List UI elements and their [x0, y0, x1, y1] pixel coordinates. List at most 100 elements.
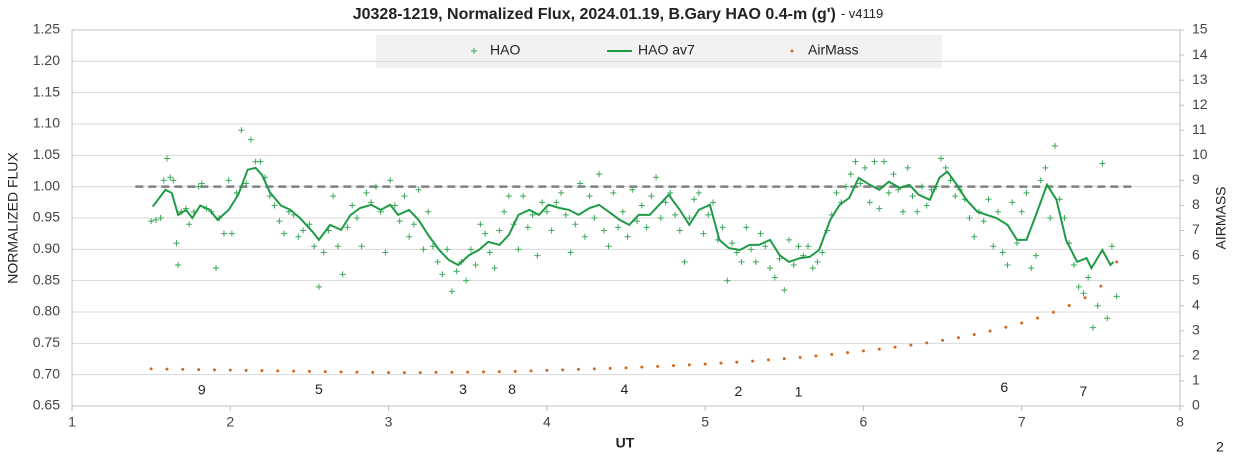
data-point	[676, 227, 683, 234]
data-point	[771, 274, 778, 281]
data-point	[448, 288, 455, 295]
y2-tick-label: 5	[1192, 271, 1200, 287]
annotation: 2	[734, 383, 742, 399]
data-point	[733, 249, 740, 256]
data-point	[220, 230, 227, 237]
data-point	[292, 369, 296, 373]
data-point	[160, 177, 167, 184]
x-tick-label: 5	[701, 414, 709, 430]
data-point	[472, 262, 479, 268]
data-point	[382, 249, 389, 256]
data-point	[524, 224, 531, 231]
data-point	[1009, 199, 1016, 206]
data-point	[387, 177, 394, 184]
data-point	[691, 196, 698, 203]
data-point	[545, 368, 549, 372]
data-point	[353, 215, 360, 221]
data-point	[429, 243, 436, 250]
data-point	[686, 215, 693, 221]
data-point	[1013, 240, 1020, 247]
y-tick-label: 1.10	[33, 115, 60, 131]
data-point	[1042, 164, 1049, 171]
y2-tick-label: 11	[1192, 121, 1207, 137]
data-point	[592, 367, 596, 371]
data-point	[577, 180, 584, 187]
data-point	[315, 283, 322, 290]
data-point	[434, 258, 441, 265]
data-point	[195, 183, 202, 190]
data-point	[228, 368, 232, 372]
data-point	[904, 164, 911, 171]
data-point	[757, 230, 764, 237]
data-point	[1083, 296, 1087, 300]
data-point	[937, 155, 944, 162]
data-point	[809, 265, 816, 272]
data-point	[909, 343, 913, 347]
data-point	[1023, 189, 1030, 196]
data-point	[212, 368, 216, 372]
data-point	[149, 367, 153, 371]
y-tick-label: 0.65	[33, 397, 60, 413]
y2-axis-label: AIRMASS	[1213, 186, 1229, 249]
data-point	[529, 211, 536, 218]
data-point	[608, 366, 612, 370]
legend-marker	[790, 49, 794, 53]
y-tick-label: 1.15	[33, 83, 60, 99]
data-point	[320, 249, 327, 256]
y2-tick-label: 12	[1192, 96, 1208, 112]
data-point	[391, 202, 398, 209]
data-point	[439, 271, 446, 278]
data-point	[173, 240, 180, 247]
data-point	[980, 218, 987, 225]
data-point	[406, 233, 413, 240]
data-point	[909, 193, 916, 200]
data-point	[444, 246, 451, 253]
data-point	[638, 202, 645, 209]
y2-tick-label: 15	[1192, 21, 1208, 37]
data-point	[281, 230, 288, 237]
data-point	[893, 345, 897, 349]
data-point	[653, 174, 660, 181]
data-point	[624, 233, 631, 240]
y2-tick-label: 7	[1192, 221, 1200, 237]
data-point	[591, 215, 598, 221]
data-point	[703, 362, 707, 366]
data-point	[1080, 290, 1087, 297]
data-point	[624, 366, 628, 370]
data-line	[151, 166, 1115, 271]
data-point	[1115, 260, 1119, 264]
data-point	[1070, 262, 1077, 268]
data-point	[605, 243, 612, 250]
data-point	[572, 221, 579, 228]
data-point	[339, 370, 343, 374]
data-point	[781, 287, 788, 294]
data-point	[562, 211, 569, 218]
data-point	[358, 243, 365, 250]
data-point	[1108, 243, 1115, 250]
data-point	[857, 180, 864, 187]
data-point	[657, 215, 664, 221]
y-tick-label: 1.00	[33, 177, 60, 193]
data-point	[586, 193, 593, 200]
y-tick-label: 0.75	[33, 334, 60, 350]
data-point	[339, 271, 346, 278]
data-point	[852, 158, 859, 165]
data-point	[420, 246, 427, 253]
legend-box	[376, 35, 942, 68]
data-point	[871, 158, 878, 165]
y-tick-label: 0.90	[33, 240, 60, 256]
annotation: 1	[795, 384, 803, 400]
data-point	[415, 186, 422, 193]
x-tick-label: 4	[543, 414, 551, 430]
data-point	[330, 193, 337, 200]
data-point	[640, 365, 644, 369]
data-point	[152, 216, 159, 223]
data-point	[966, 215, 973, 221]
data-point	[762, 243, 769, 250]
data-point	[163, 155, 170, 162]
data-point	[729, 240, 736, 247]
annotation: 4	[621, 381, 629, 397]
data-point	[830, 352, 834, 356]
